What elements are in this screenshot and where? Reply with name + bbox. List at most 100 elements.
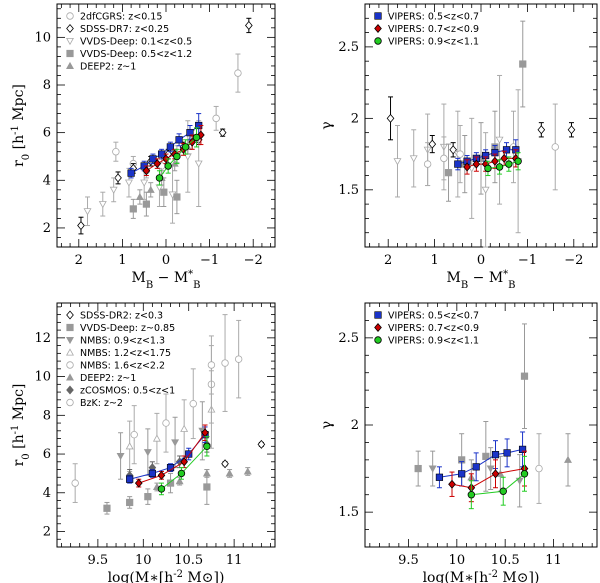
data-point: [428, 465, 437, 473]
data-point: [564, 455, 572, 463]
data-point: [125, 442, 134, 450]
legend-marker: [374, 336, 382, 344]
y-tick-label: 2: [43, 221, 51, 236]
y-tick-label: 4: [43, 173, 51, 188]
data-point: [234, 69, 242, 77]
data-point: [155, 174, 164, 182]
data-point: [243, 467, 252, 475]
x-tick-label: 0: [162, 253, 170, 268]
data-point: [409, 155, 418, 163]
legend-label: NMBS: 0.9<z<1.3: [80, 336, 165, 347]
legend-label: zCOSMOS: 0.5<z<1: [80, 386, 175, 397]
legend-marker: [66, 49, 74, 58]
legend-label: VIPERS: 0.7<z<0.9: [388, 323, 479, 334]
data-point: [495, 163, 504, 171]
data-point: [207, 361, 216, 369]
data-point: [444, 169, 453, 177]
y-tick-label: 2: [351, 418, 359, 433]
data-point: [130, 430, 138, 439]
series-sdss-dr2-z-0-3: [221, 439, 266, 469]
data-point: [245, 20, 253, 30]
data-point: [152, 434, 161, 442]
data-point: [83, 208, 92, 216]
legend-label: VIPERS: 0.7<z<0.9: [388, 24, 479, 35]
data-point: [221, 459, 229, 469]
data-point: [234, 355, 243, 363]
series-line: [471, 473, 525, 496]
data-point: [164, 162, 172, 170]
legend-marker: [66, 12, 74, 20]
x-tick-label: 2: [75, 253, 83, 268]
legend-marker: [66, 361, 74, 369]
series-2: [428, 447, 524, 508]
data-point: [160, 188, 168, 196]
y-tick-label: 2: [43, 525, 51, 540]
series-vvds-deep-0-5-z-1-2: [129, 177, 181, 219]
data-point: [143, 449, 152, 457]
data-point: [162, 419, 170, 427]
data-point: [505, 160, 513, 168]
data-point: [212, 114, 220, 123]
x-axis-label: MB − M*B: [131, 269, 200, 291]
y-tick-label: 6: [43, 126, 51, 141]
data-point: [114, 173, 122, 183]
x-tick-label: 1: [118, 253, 126, 268]
panel-tr: 2 1 0 −1 −2 1.5 2 2.5 MB − M*B γ VIPERS: 0.5<z<0.7…: [319, 3, 598, 291]
data-point: [221, 359, 229, 367]
x-tick-label: 11: [545, 553, 562, 568]
x-axis-label: log(M∗[h-2 M⊙]): [108, 569, 225, 583]
series-0: [386, 96, 576, 158]
legend-label: VIPERS: 0.5<z<0.7: [388, 12, 479, 23]
data-point: [129, 205, 137, 213]
data-point: [98, 201, 107, 209]
data-point: [112, 148, 120, 156]
x-tick-label: 10.5: [491, 553, 520, 568]
data-point: [180, 424, 189, 432]
series-3: [444, 20, 527, 202]
x-axis-label: log(M∗[h-2 M⊙]): [423, 569, 540, 583]
legend-marker: [66, 385, 74, 395]
data-point: [503, 449, 511, 457]
data-point: [225, 469, 234, 477]
data-point: [440, 154, 448, 163]
data-point: [414, 464, 422, 473]
data-point: [157, 485, 166, 493]
x-tick-label: 9.5: [398, 553, 419, 568]
data-point: [386, 113, 395, 123]
y-tick-label: 2.5: [338, 331, 359, 346]
legend-label: VIPERS: 0.9<z<1.1: [388, 37, 479, 48]
data-point: [144, 493, 152, 501]
data-point: [482, 452, 490, 460]
y-axis-label: γ: [319, 421, 335, 429]
x-axis-label: MB − M*B: [446, 269, 515, 291]
legend-marker: [66, 37, 74, 46]
x-tick-label: −2: [564, 253, 583, 268]
data-point: [71, 479, 79, 487]
x-tick-label: 11: [226, 553, 243, 568]
data-point: [186, 129, 194, 137]
legend-marker: [374, 12, 382, 20]
data-point: [454, 160, 462, 168]
series-vipers-0-5-z-0-7: [435, 431, 527, 489]
y-tick-label: 2: [351, 111, 359, 126]
data-point: [491, 156, 499, 166]
data-point: [148, 469, 156, 478]
data-point: [472, 159, 481, 169]
data-point: [203, 483, 211, 491]
data-point: [126, 475, 134, 483]
y-tick-label: 2.5: [338, 40, 359, 55]
series-3: [535, 433, 543, 504]
x-tick-label: −1: [518, 253, 537, 268]
data-point: [140, 179, 149, 187]
legend-label: VVDS-Deep: z~0.85: [80, 323, 175, 334]
y-axis-label: r0 [h-1 Mpc]: [10, 84, 32, 167]
legend-label: VVDS-Deep: 0.5<z<1.2: [80, 49, 192, 60]
data-point: [173, 152, 181, 161]
legend-marker: [66, 398, 74, 407]
legend-marker: [66, 310, 74, 320]
x-tick-label: 2: [384, 253, 392, 268]
data-point: [171, 439, 180, 447]
series-vipers-0-9-z-1-1: [157, 436, 211, 496]
